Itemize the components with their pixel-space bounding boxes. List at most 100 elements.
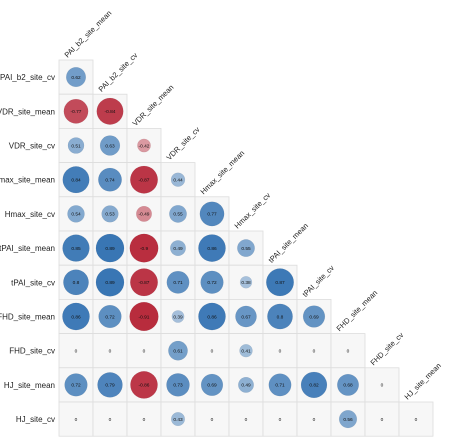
matrix-cell	[126, 401, 162, 437]
correlation-circle	[98, 167, 122, 192]
correlation-circle	[166, 373, 190, 397]
correlation-circle	[238, 376, 254, 393]
correlation-circle	[95, 233, 125, 263]
correlation-circle	[95, 267, 125, 297]
cell-value: 0.73	[173, 383, 183, 389]
cell-value: 0	[381, 417, 384, 423]
cell-value: 0	[143, 349, 146, 355]
row-label: Hmax_site_mean	[0, 176, 55, 185]
cell-value: 0.51	[71, 143, 81, 149]
cell-value: 0.69	[207, 383, 217, 389]
cell-value: 0.67	[241, 314, 251, 320]
matrix-cell	[194, 401, 230, 437]
correlation-circle	[198, 302, 226, 331]
column-label: PAI_b2_site_mean	[63, 9, 114, 60]
matrix-cell	[398, 401, 434, 437]
correlation-circle	[302, 305, 326, 328]
cell-value: 0.62	[71, 75, 81, 81]
cell-value: 0	[143, 417, 146, 423]
correlation-circle	[97, 372, 123, 398]
correlation-circle	[300, 371, 328, 399]
correlation-circle	[199, 201, 225, 227]
matrix-cell	[330, 333, 366, 369]
correlation-circle	[337, 373, 359, 396]
correlation-circle	[99, 135, 121, 156]
correlation-circle	[268, 373, 292, 397]
cell-value: 0	[279, 417, 282, 423]
cell-value: -0.87	[139, 280, 150, 286]
cell-value: 0.8	[73, 280, 80, 286]
matrix-cell	[194, 333, 230, 369]
correlation-circle	[130, 165, 158, 194]
column-label: Hmax_site_mean	[199, 149, 247, 197]
cell-value: -0.9	[140, 246, 149, 252]
cell-value: 0.39	[173, 314, 183, 320]
cell-value: 0.86	[207, 314, 217, 320]
cell-value: 0	[75, 349, 78, 355]
correlation-circle	[338, 410, 358, 429]
correlation-circle	[129, 301, 159, 332]
correlation-circle	[170, 240, 186, 257]
cell-value: 0	[279, 349, 282, 355]
cell-value: 0.49	[241, 383, 251, 389]
correlation-circle	[64, 373, 88, 397]
cell-value: 0	[415, 417, 418, 423]
column-label: FHD_site_mean	[335, 288, 380, 333]
correlation-circle	[67, 137, 85, 154]
cell-value: 0.54	[71, 212, 81, 218]
column-label: tPAI_site_cv	[301, 263, 337, 299]
cell-value: 0	[109, 349, 112, 355]
row-label: HJ_site_cv	[16, 415, 55, 424]
cell-value: 0	[313, 349, 316, 355]
column-label: VDR_site_cv	[165, 125, 202, 162]
cell-value: 0	[347, 349, 350, 355]
cell-value: -0.91	[139, 314, 150, 320]
correlation-circle	[237, 239, 255, 258]
cell-value: 0.38	[241, 280, 251, 286]
cell-value: 0.71	[173, 280, 183, 286]
cell-value: 0.87	[275, 280, 285, 286]
matrix-cell	[92, 333, 128, 369]
cell-value: -0.42	[139, 143, 150, 149]
correlation-circle	[166, 270, 190, 294]
row-label: VDR_site_cv	[9, 142, 55, 151]
cell-value: 0.44	[173, 178, 183, 184]
row-labels: PAI_b2_site_cv VDR_site_mean VDR_site_cv Hm…	[0, 73, 55, 424]
correlation-circle	[67, 205, 85, 223]
correlation-circle	[198, 234, 226, 262]
correlation-circle	[65, 67, 87, 88]
cell-value: 0	[75, 417, 78, 423]
cell-value: 0.86	[71, 314, 81, 320]
column-label: Hmax_site_cv	[233, 191, 273, 231]
matrix-cell	[92, 401, 128, 437]
cell-value: 0	[211, 349, 214, 355]
matrix-cell	[228, 401, 264, 437]
correlation-circle	[63, 269, 89, 296]
cell-value: 0.89	[105, 246, 115, 252]
cell-value: 0.49	[173, 246, 183, 252]
matrix-cell	[262, 401, 298, 437]
cell-value: 0.79	[105, 383, 115, 389]
cell-value: 0.8	[277, 314, 284, 320]
correlation-circle	[239, 343, 253, 358]
correlation-circle	[96, 97, 124, 125]
cell-value: -0.84	[105, 109, 116, 115]
cell-value: 0.72	[207, 280, 217, 286]
row-label: FHD_site_mean	[0, 313, 55, 322]
cell-value: 0.56	[343, 417, 353, 423]
row-label: Hmax_site_cv	[5, 210, 55, 219]
correlation-circle	[266, 268, 294, 297]
cell-value: 0.72	[71, 383, 81, 389]
matrix-cell	[296, 401, 332, 437]
correlation-circle	[137, 138, 151, 153]
cell-value: 0	[381, 383, 384, 389]
cell-value: 0	[245, 417, 248, 423]
correlation-circle	[130, 371, 158, 399]
correlation-circle	[169, 204, 187, 223]
row-label: tPAI_site_cv	[11, 278, 55, 287]
column-label: PAI_b2_site_cv	[97, 51, 140, 94]
cell-value: 0	[109, 417, 112, 423]
row-label: FHD_site_cv	[9, 347, 55, 356]
correlation-circle	[170, 412, 186, 427]
cell-value: 0.74	[105, 178, 115, 184]
